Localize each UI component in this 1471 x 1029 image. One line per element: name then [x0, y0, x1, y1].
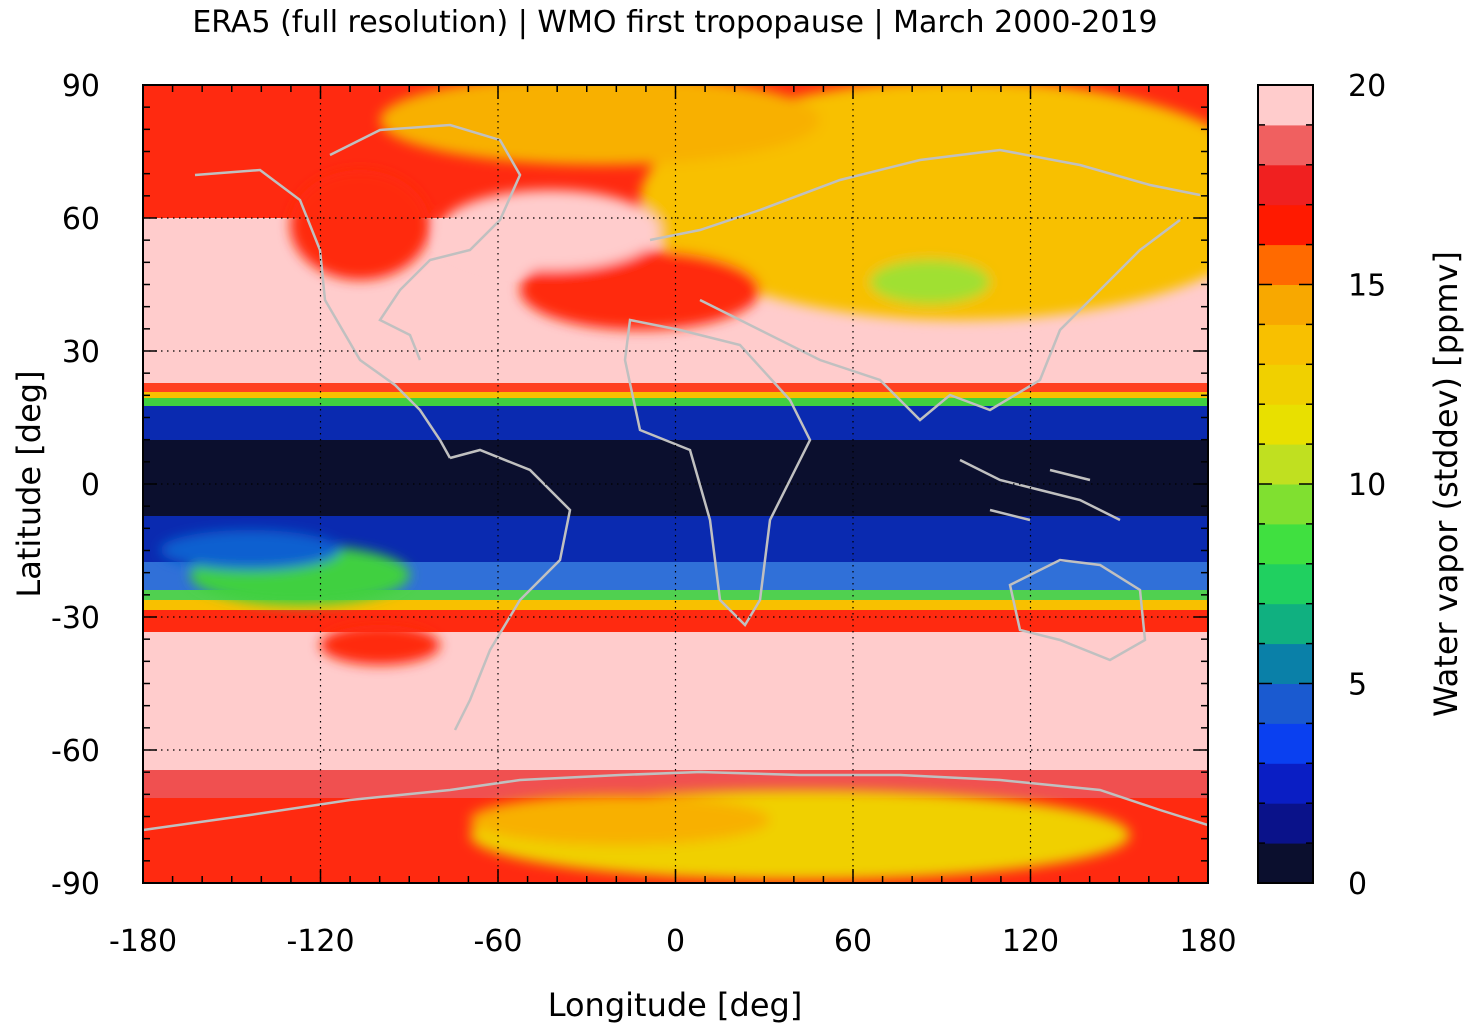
coast-eurasia [649, 148, 1201, 422]
colorbar-tick-label: 10 [1348, 468, 1386, 503]
colorbar-segment [1258, 244, 1313, 285]
colorbar-tick-label: 5 [1348, 668, 1367, 703]
colorbar-segment [1258, 563, 1313, 605]
colorbar-segment [1258, 803, 1313, 844]
grid-lines [143, 85, 1208, 883]
na-pink-gap [440, 190, 660, 270]
x-tick-label: 60 [834, 924, 872, 959]
x-tick-label: 0 [666, 924, 685, 959]
colorbar-segment [1258, 843, 1313, 884]
colorbar-segment [1258, 364, 1313, 405]
nh-green-spot [870, 260, 990, 304]
axis-ticks [142, 84, 1209, 884]
y-tick-label: -90 [51, 867, 100, 902]
chart-title: ERA5 (full resolution) | WMO first tropo… [192, 5, 1157, 40]
x-tick-label: -60 [474, 924, 523, 959]
x-tick-label: -120 [286, 924, 354, 959]
coast-africa [623, 318, 812, 628]
coast-south-america [449, 448, 572, 731]
colorbar-segment [1258, 603, 1313, 645]
colorbar [1258, 85, 1313, 884]
y-tick-label: 90 [62, 69, 100, 104]
colorbar-segment [1258, 763, 1313, 804]
colorbar-segment [1258, 284, 1313, 325]
colorbar-segment [1258, 124, 1313, 166]
y-tick-label: 60 [62, 202, 100, 237]
colorbar-label: Water vapor (stddev) [ppmv] [1427, 251, 1465, 717]
x-tick-label: 180 [1179, 924, 1236, 959]
y-tick-label: -30 [51, 601, 100, 636]
sh-blue-blob [160, 530, 340, 570]
nh-polar-yellow-2 [380, 85, 820, 165]
colorbar-segment [1258, 523, 1313, 565]
na-red-lobe [290, 170, 430, 280]
colorbar-segment [1258, 164, 1313, 206]
colorbar-segment [1258, 85, 1313, 126]
band-sh-yellow [143, 600, 1208, 612]
colorbar-tick-label: 15 [1348, 269, 1386, 304]
y-tick-label: 0 [81, 468, 100, 503]
coastlines [143, 123, 1208, 832]
coast-australia [1008, 558, 1147, 662]
colorbar-ticks [1258, 84, 1313, 884]
band-nh-subtropical-yellow [143, 392, 1208, 400]
map-field [143, 85, 1208, 883]
colorbar-segment [1258, 404, 1313, 445]
colorbar-tick-label: 0 [1348, 867, 1367, 902]
colorbar-tick-label: 20 [1348, 69, 1386, 104]
x-tick-labels: -180 -120 -60 0 60 120 180 [109, 924, 1237, 959]
y-tick-labels: 90 60 30 0 -30 -60 -90 [51, 69, 100, 902]
antarctic-yellow-2 [470, 795, 770, 845]
x-tick-label: 120 [1002, 924, 1059, 959]
colorbar-segment [1258, 683, 1313, 724]
colorbar-segment [1258, 324, 1313, 365]
coast-maritime-continent [959, 458, 1121, 522]
colorbar-segment [1258, 643, 1313, 684]
colorbar-segment [1258, 204, 1313, 246]
coast-north-america [194, 123, 522, 459]
sh-red-lobe [320, 625, 440, 665]
y-axis-label: Latitude [deg] [10, 370, 48, 597]
y-tick-label: 30 [62, 335, 100, 370]
colorbar-segment [1258, 484, 1313, 525]
y-tick-label: -60 [51, 734, 100, 769]
x-axis-label: Longitude [deg] [548, 986, 803, 1024]
coast-antarctica [143, 770, 1208, 832]
colorbar-segment [1258, 444, 1313, 485]
x-tick-label: -180 [109, 924, 177, 959]
europe-red-lobe [520, 250, 760, 330]
colorbar-segment [1258, 723, 1313, 764]
colorbar-tick-labels: 0 5 10 15 20 [1348, 69, 1386, 902]
